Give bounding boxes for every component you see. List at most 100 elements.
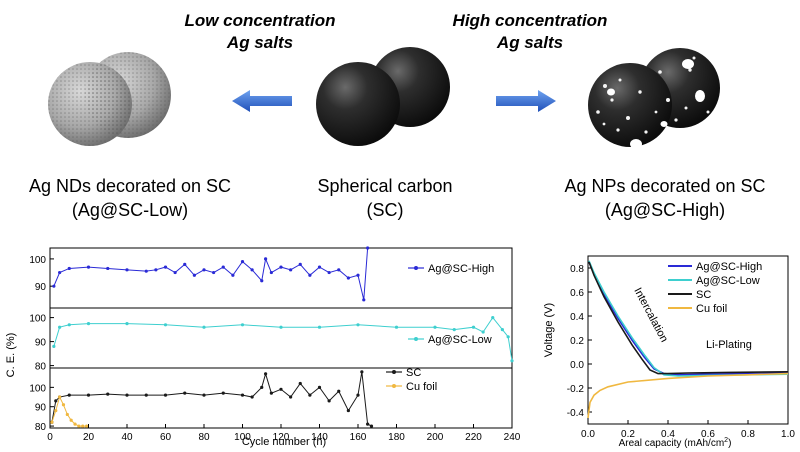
ce-data-point bbox=[308, 393, 312, 397]
ce-series-line-ag-sc-high bbox=[53, 247, 369, 300]
ce-panel-2-ytick-label: 80 bbox=[35, 362, 47, 373]
sc-caption-line1: Spherical carbon bbox=[317, 176, 453, 196]
ce-legend-marker bbox=[392, 384, 396, 388]
ce-data-point bbox=[289, 395, 293, 399]
ce-data-point bbox=[65, 412, 69, 417]
ce-panel-3-ytick-label: 90 bbox=[35, 403, 47, 414]
ce-xtick-label: 200 bbox=[427, 432, 444, 443]
ce-data-point bbox=[289, 268, 293, 272]
ce-data-point bbox=[163, 323, 168, 327]
ce-data-point bbox=[452, 328, 456, 332]
ag-sc-low-caption-line1: Ag NDs decorated on SC bbox=[28, 176, 232, 196]
ce-data-point bbox=[86, 393, 91, 397]
ce-y-axis-label: C. E. (%) bbox=[5, 333, 17, 378]
ce-data-point bbox=[279, 387, 283, 391]
ce-data-point bbox=[58, 270, 62, 275]
right-arrow-icon bbox=[496, 90, 556, 112]
ce-data-point bbox=[212, 270, 216, 275]
sc-caption: Spherical carbon (SC) bbox=[285, 174, 485, 222]
intercalation-annotation: Intercalation bbox=[631, 286, 670, 345]
ce-data-point bbox=[471, 325, 476, 329]
ce-xtick-label: 0 bbox=[47, 432, 53, 443]
ag-sc-low-particle bbox=[48, 52, 171, 146]
ce-data-point bbox=[366, 422, 370, 426]
v-ytick-label: -0.4 bbox=[567, 408, 585, 419]
ce-data-point bbox=[125, 393, 129, 397]
ce-data-point bbox=[106, 266, 110, 271]
ce-data-point bbox=[250, 395, 254, 399]
ce-data-point bbox=[346, 408, 350, 413]
ce-data-point bbox=[50, 420, 54, 424]
ce-panel-3-frame bbox=[49, 367, 513, 429]
v-ytick-label: -0.2 bbox=[567, 384, 585, 395]
ce-data-point bbox=[86, 265, 91, 269]
ce-data-point bbox=[106, 392, 110, 396]
coulombic-efficiency-chart: C. E. (%) Cycle number (n) 90 100 Ag@SC-Hi… bbox=[5, 246, 521, 448]
ce-data-point bbox=[491, 316, 495, 320]
v-legend-label: Cu foil bbox=[696, 303, 727, 315]
ce-data-point bbox=[231, 273, 235, 277]
low-concentration-line1: Low concentration bbox=[184, 11, 336, 30]
ce-panel-3-ytick-label: 100 bbox=[29, 383, 46, 394]
ce-data-point bbox=[366, 246, 370, 250]
ce-legend-label: Ag@SC-High bbox=[428, 263, 494, 275]
v-x-axis-label-main: Areal capacity (mAh/cm bbox=[619, 438, 725, 449]
ce-xtick-label: 100 bbox=[234, 432, 251, 443]
ce-data-point bbox=[221, 391, 225, 395]
ce-data-point bbox=[264, 257, 268, 261]
ce-data-point bbox=[81, 424, 85, 428]
ce-panel-2-ytick-label: 90 bbox=[35, 338, 47, 349]
voltage-profile-chart: Voltage (V) Areal capacity (mAh/cm2) 0.8… bbox=[543, 255, 795, 449]
ce-xtick-label: 160 bbox=[350, 432, 367, 443]
ce-data-point bbox=[163, 393, 168, 397]
ce-xtick-label: 80 bbox=[198, 432, 210, 443]
ce-data-point bbox=[73, 422, 77, 426]
v-legend-label: Ag@SC-Low bbox=[696, 275, 760, 287]
ce-data-point bbox=[61, 403, 66, 407]
ce-xtick-label: 140 bbox=[311, 432, 328, 443]
v-ytick-label: 0.8 bbox=[570, 264, 584, 275]
v-x-axis-label: Areal capacity (mAh/cm2) bbox=[619, 437, 732, 449]
ag-sc-high-caption-line2: (Ag@SC-High) bbox=[604, 200, 726, 220]
ce-data-point bbox=[202, 325, 206, 329]
v-x-axis-label-close: ) bbox=[728, 438, 731, 449]
ce-xtick-label: 180 bbox=[388, 432, 405, 443]
ce-data-point bbox=[327, 270, 331, 275]
v-ytick-label: 0.4 bbox=[570, 312, 584, 323]
ce-data-point bbox=[337, 268, 341, 272]
ce-series-line-sc bbox=[51, 371, 372, 427]
ce-panel-1-ytick-label: 100 bbox=[29, 255, 46, 266]
ce-data-point bbox=[144, 269, 148, 273]
ce-data-point bbox=[506, 335, 510, 339]
ce-data-point bbox=[298, 262, 302, 266]
ce-data-point bbox=[279, 325, 283, 329]
ce-data-point bbox=[52, 344, 56, 348]
ce-data-point bbox=[154, 268, 158, 272]
ce-data-point bbox=[240, 393, 245, 397]
v-ytick-label: 0.2 bbox=[570, 336, 584, 347]
ce-data-point bbox=[260, 385, 264, 389]
ce-series-line-ag-sc-low bbox=[53, 316, 513, 361]
ce-data-point bbox=[77, 424, 81, 428]
ce-data-point bbox=[346, 276, 350, 280]
v-ytick-label: 0.0 bbox=[570, 360, 584, 371]
ce-data-point bbox=[67, 266, 71, 271]
v-x-axis-label-sup: 2 bbox=[724, 437, 728, 444]
ce-data-point bbox=[269, 391, 273, 395]
v-xtick-label: 1.0 bbox=[781, 429, 795, 440]
li-plating-annotation: Li-Plating bbox=[706, 339, 752, 351]
spherical-carbon-particle bbox=[316, 47, 450, 146]
ce-data-point bbox=[500, 328, 504, 332]
ce-data-point bbox=[279, 265, 283, 269]
ce-legend-marker bbox=[414, 266, 418, 270]
ce-data-point bbox=[317, 325, 322, 329]
v-series-line-cu-foil bbox=[587, 372, 789, 419]
left-arrow-icon bbox=[232, 90, 292, 112]
ce-xtick-label: 240 bbox=[504, 432, 521, 443]
ce-data-point bbox=[327, 399, 331, 403]
v-ytick-label: 0.6 bbox=[570, 288, 584, 299]
schematic-illustration bbox=[48, 47, 720, 149]
ce-x-axis-label: Cycle number (n) bbox=[242, 436, 326, 448]
ce-panel-3-ytick-label: 80 bbox=[35, 422, 47, 433]
ce-data-point bbox=[173, 270, 177, 275]
